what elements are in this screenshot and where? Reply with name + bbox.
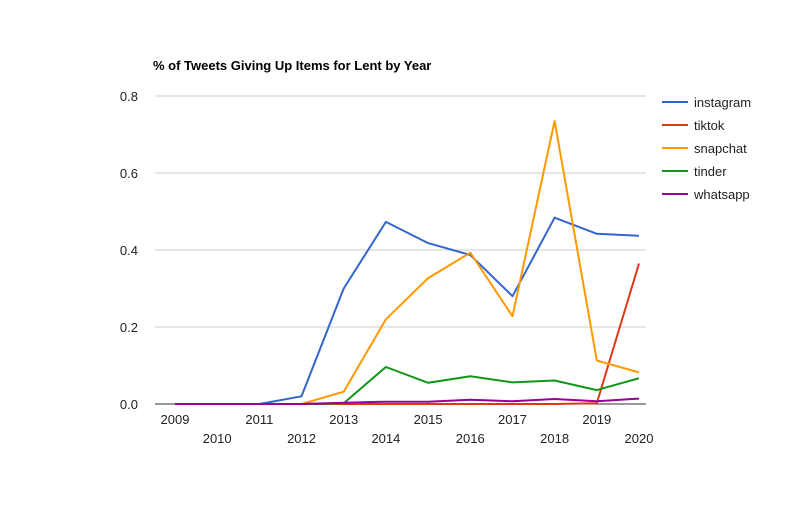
series-line-snapchat	[175, 121, 639, 404]
series-tinder	[175, 367, 639, 404]
series-snapchat	[175, 121, 639, 404]
y-tick-label: 0.6	[120, 166, 138, 181]
x-tick-label: 2016	[456, 431, 485, 446]
grid-lines	[155, 96, 646, 404]
series-instagram	[175, 218, 639, 404]
x-tick-label: 2018	[540, 431, 569, 446]
legend-item-tinder: tinder	[662, 164, 727, 179]
x-tick-label: 2019	[582, 412, 611, 427]
chart-title: % of Tweets Giving Up Items for Lent by …	[153, 58, 431, 73]
series-lines	[175, 121, 639, 404]
legend-item-instagram: instagram	[662, 95, 751, 110]
x-tick-label: 2011	[245, 412, 273, 427]
y-tick-label: 0.0	[120, 397, 138, 412]
series-line-tinder	[175, 367, 639, 404]
x-tick-label: 2020	[625, 431, 654, 446]
legend-label: instagram	[694, 95, 751, 110]
x-tick-label: 2010	[203, 431, 232, 446]
legend-item-tiktok: tiktok	[662, 118, 725, 133]
legend-label: tinder	[694, 164, 727, 179]
y-tick-label: 0.8	[120, 89, 138, 104]
legend-item-snapchat: snapchat	[662, 141, 747, 156]
y-axis-ticks: 0.0 0.2 0.4 0.6 0.8	[120, 89, 138, 412]
x-tick-label: 2009	[161, 412, 190, 427]
series-line-instagram	[175, 218, 639, 404]
legend-item-whatsapp: whatsapp	[662, 187, 750, 202]
legend: instagram tiktok snapchat tinder whatsapp	[662, 95, 751, 202]
x-tick-label: 2017	[498, 412, 527, 427]
x-tick-label: 2014	[371, 431, 400, 446]
x-tick-label: 2012	[287, 431, 316, 446]
x-tick-label: 2015	[414, 412, 443, 427]
y-tick-label: 0.2	[120, 320, 138, 335]
y-tick-label: 0.4	[120, 243, 138, 258]
x-axis-ticks: 2009 2010 2011 2012 2013 2014 2015 2016 2017 2018…	[161, 412, 654, 446]
legend-label: snapchat	[694, 141, 747, 156]
legend-label: whatsapp	[693, 187, 750, 202]
x-tick-label: 2013	[329, 412, 358, 427]
legend-label: tiktok	[694, 118, 725, 133]
